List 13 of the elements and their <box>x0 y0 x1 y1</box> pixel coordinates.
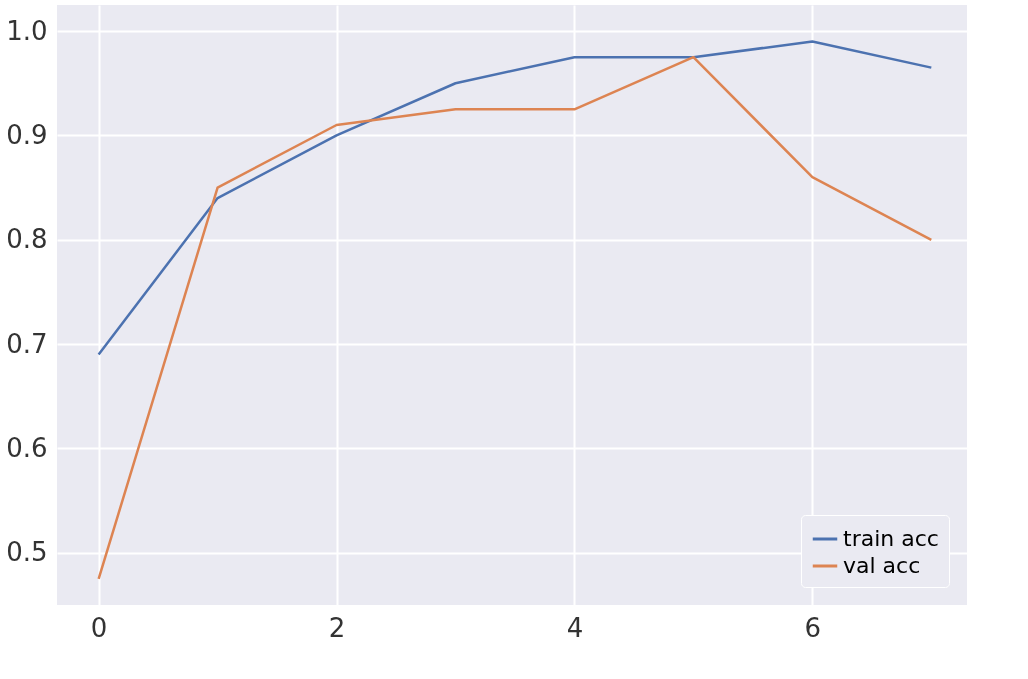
y-tick-label: 0.9 <box>6 119 48 150</box>
line-series <box>97 40 933 356</box>
y-tick-label: 0.7 <box>6 328 48 359</box>
x-tick-label: 0 <box>90 612 108 643</box>
legend-label: val acc <box>843 553 921 578</box>
y-tick-label: 0.6 <box>6 432 48 463</box>
x-tick-label: 6 <box>804 612 822 643</box>
legend-label: train acc <box>843 526 939 551</box>
x-tick-label: 4 <box>566 612 584 643</box>
y-tick-label: 1.0 <box>6 15 48 46</box>
x-tick-label: 2 <box>328 612 346 643</box>
y-tick-label: 0.5 <box>6 537 48 568</box>
y-tick-label: 0.8 <box>6 224 48 255</box>
